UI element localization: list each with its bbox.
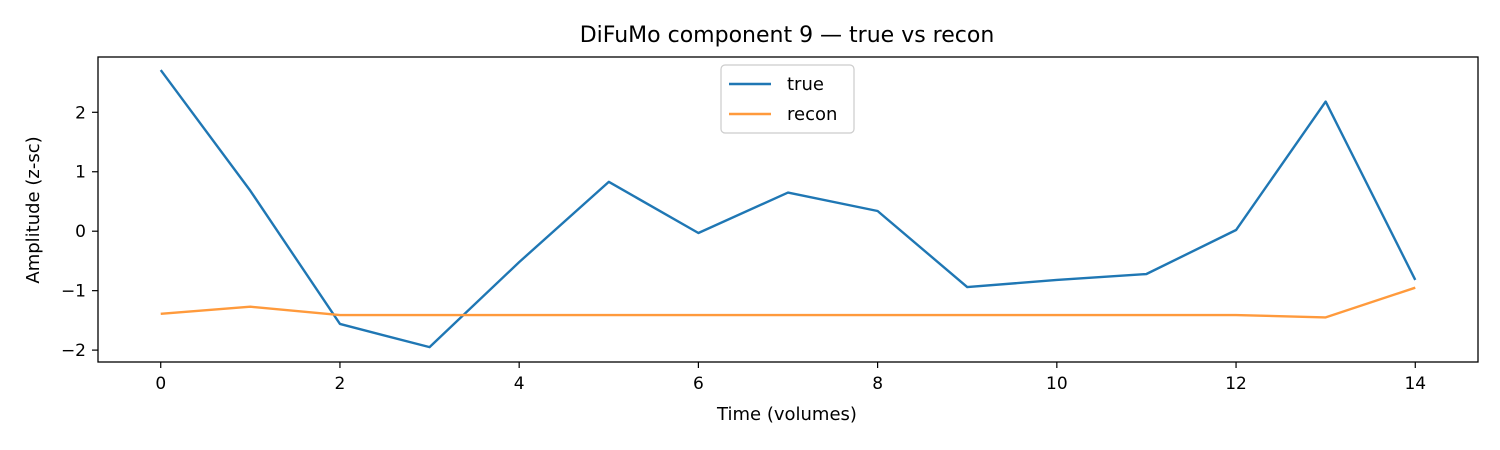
x-tick-label: 2 [335,374,346,394]
y-tick-label: −1 [61,282,86,302]
y-tick-label: 1 [75,163,86,183]
y-tick-label: −2 [61,341,86,361]
x-tick-label: 0 [155,374,166,394]
y-axis-label: Amplitude (z-sc) [23,136,44,283]
x-tick-label: 4 [514,374,525,394]
legend: true recon [720,64,855,134]
x-tick-label: 10 [1046,374,1068,394]
series-line-recon [160,286,1416,319]
y-tick-label: 0 [75,222,86,242]
plot-frame [97,56,1479,363]
y-tick-label: 2 [75,103,86,123]
x-tick-label: 6 [693,374,704,394]
x-tick-label: 8 [872,374,883,394]
x-tick-label: 14 [1404,374,1426,394]
legend-box [720,64,855,134]
chart-title: DiFuMo component 9 — true vs recon [580,23,995,48]
legend-label-recon: recon [787,104,837,125]
x-axis-label: Time (volumes) [716,404,857,425]
plot-area [159,69,1417,349]
legend-label-true: true [787,74,824,95]
x-tick-label: 12 [1225,374,1247,394]
series-line-true [159,69,1417,349]
